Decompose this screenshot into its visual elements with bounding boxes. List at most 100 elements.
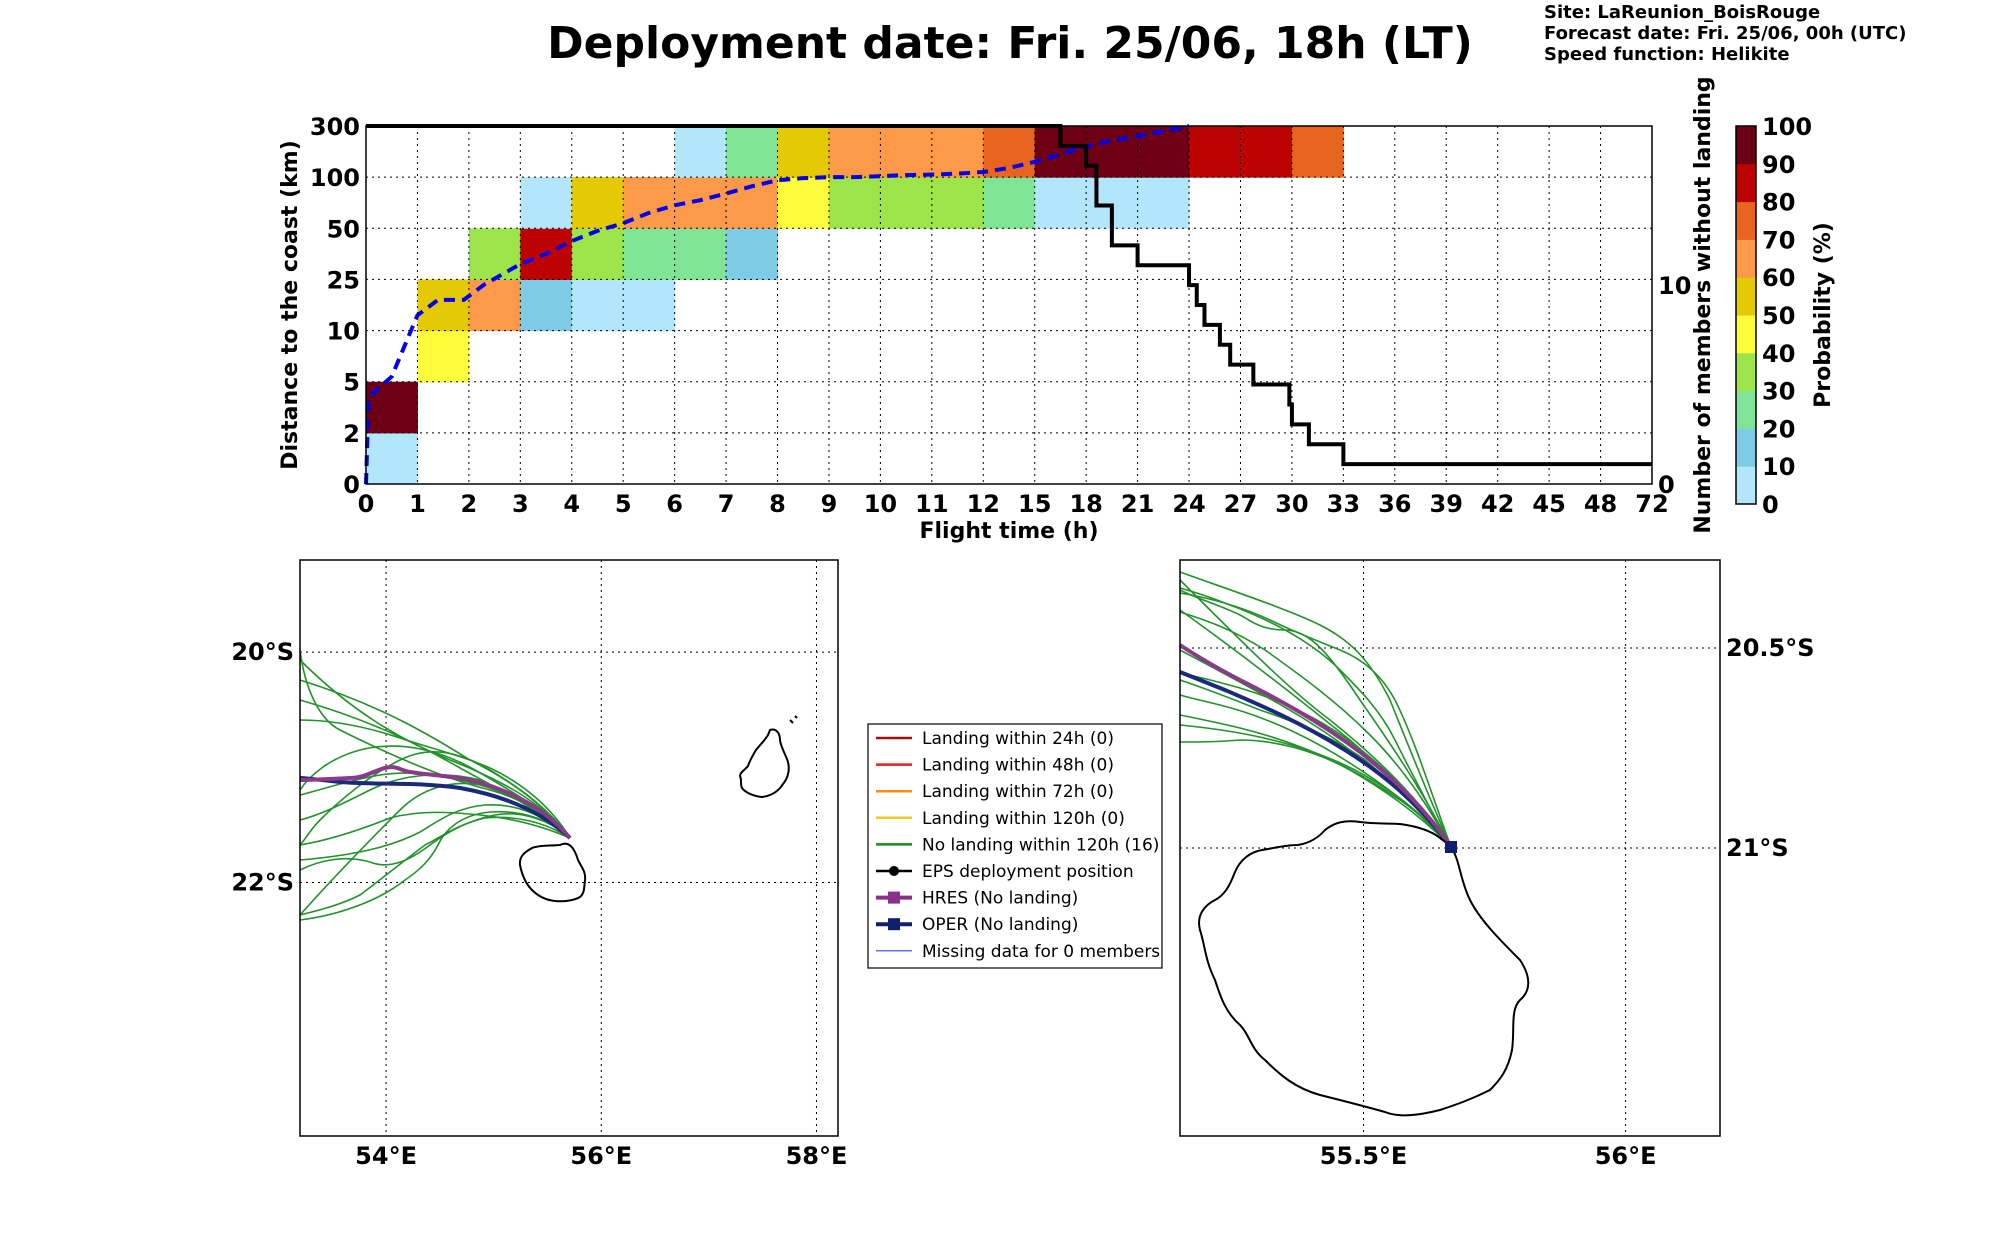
- colorbar-swatch: [1736, 466, 1756, 505]
- x-tick-label: 45: [1532, 490, 1565, 518]
- heatmap-cell: [880, 126, 933, 178]
- colorbar-tick-label: 10: [1762, 453, 1795, 481]
- heatmap-cell: [828, 126, 881, 178]
- site-label: Site: LaReunion_BoisRouge: [1544, 2, 1821, 23]
- colorbar-tick-label: 20: [1762, 415, 1795, 443]
- speed-function-label: Speed function: Helikite: [1544, 44, 1790, 65]
- right-map-y-tick-labels: 20.5°S 21°S: [1726, 634, 1815, 862]
- colorbar-swatch: [1736, 126, 1756, 165]
- y-axis-label: Distance to the coast (km): [278, 140, 303, 470]
- x-tick-label: 36: [1378, 490, 1411, 518]
- right-map-frame: [1179, 559, 1721, 1137]
- colorbar-tick-label: 100: [1762, 113, 1812, 141]
- heatmap-cell: [674, 126, 727, 178]
- oper-trajectory: [1179, 670, 1453, 849]
- x-axis-label: Flight time (h): [919, 519, 1098, 544]
- map-x-tick-label: 55.5°E: [1320, 1142, 1408, 1170]
- heatmap-cell: [468, 228, 521, 280]
- x-tick-label: 24: [1172, 490, 1205, 518]
- colorbar-frame: [1735, 125, 1757, 505]
- map-x-tick-label: 56°E: [570, 1142, 632, 1170]
- left-map-grid: [300, 560, 838, 1136]
- hres-trajectory: [1178, 643, 1453, 849]
- legend-item: Landing within 24h (0): [876, 729, 1114, 749]
- x-tick-label: 3: [512, 490, 529, 518]
- map-x-tick-label: 58°E: [786, 1142, 848, 1170]
- heatmap-cell: [777, 126, 830, 178]
- heatmap-frame: [365, 125, 1653, 485]
- heatmap-cell: [571, 177, 624, 229]
- median-distance-line: [364, 124, 1190, 485]
- map-y-tick-label: 20.5°S: [1726, 634, 1815, 662]
- y-tick-label: 2: [343, 420, 360, 448]
- heatmap-cell: [571, 279, 624, 332]
- members-without-landing-line: [366, 124, 1652, 467]
- heatmap-cell: [777, 177, 830, 229]
- left-map-x-tick-labels: 54°E 56°E 58°E: [355, 1142, 847, 1170]
- legend-marker: [888, 891, 900, 904]
- heatmap-cell: [468, 279, 521, 332]
- x-tick-label: 21: [1121, 490, 1154, 518]
- heatmap-cell: [520, 279, 573, 332]
- legend-item: Landing within 72h (0): [876, 782, 1114, 802]
- ensemble-trajectory: [299, 751, 571, 846]
- info-block: Site: LaReunion_BoisRouge Forecast date:…: [1544, 2, 1907, 65]
- x-tick-label: 2: [461, 490, 478, 518]
- legend-frame: [867, 723, 1163, 969]
- heatmap-cell: [623, 279, 676, 332]
- mauritius-islet: [789, 715, 798, 724]
- legend-label: Landing within 48h (0): [922, 756, 1114, 776]
- legend-label: Landing within 120h (0): [922, 809, 1125, 829]
- colorbar-swatch: [1736, 163, 1756, 203]
- x-tick-label: 4: [563, 490, 580, 518]
- colorbar-tick-label: 40: [1762, 340, 1795, 368]
- heatmap-cell: [1189, 126, 1241, 178]
- heatmap-cell: [726, 228, 779, 280]
- reunion-island-coastline: [1198, 820, 1530, 1117]
- x-tick-label: 12: [967, 490, 1000, 518]
- colorbar-swatch: [1736, 315, 1756, 354]
- legend-item: Landing within 48h (0): [876, 756, 1114, 776]
- right-map: 55.5°E 56°E 20.5°S 21°S: [1178, 559, 1815, 1170]
- heatmap-cell: [520, 177, 573, 229]
- heatmap-cell: [417, 279, 470, 332]
- heatmap-cell: [366, 432, 418, 485]
- map-x-tick-label: 54°E: [355, 1142, 417, 1170]
- x-tick-label: 18: [1069, 490, 1102, 518]
- legend-label: No landing within 120h (16): [922, 835, 1159, 855]
- legend-label: EPS deployment position: [922, 862, 1134, 882]
- legend-item: OPER (No landing): [876, 915, 1078, 935]
- reunion-island-coastline: [518, 842, 587, 903]
- heatmap-cell: [931, 177, 984, 229]
- heatmap-cell: [417, 330, 470, 383]
- heatmap-cell: [983, 177, 1036, 229]
- map-y-tick-label: 21°S: [1726, 834, 1789, 862]
- ensemble-trajectory: [299, 804, 571, 861]
- colorbar-swatch: [1736, 277, 1756, 316]
- right-map-x-tick-labels: 55.5°E 56°E: [1320, 1142, 1657, 1170]
- mauritius-island-coastline: [738, 728, 790, 799]
- ensemble-trajectory: [1179, 724, 1452, 848]
- x-tick-label: 39: [1430, 490, 1463, 518]
- heatmap-cell: [880, 177, 933, 229]
- x-tick-label: 33: [1327, 490, 1360, 518]
- y-tick-label: 5: [343, 369, 360, 397]
- x-tick-label: 5: [615, 490, 632, 518]
- ensemble-trajectory: [299, 816, 571, 916]
- heatmap-cell: [1240, 126, 1293, 178]
- legend-label: Landing within 24h (0): [922, 729, 1114, 749]
- x-tick-label: 8: [769, 490, 786, 518]
- ensemble-trajectory: [299, 811, 571, 846]
- colorbar-tick-label: 0: [1762, 491, 1779, 519]
- x-tick-label: 30: [1275, 490, 1308, 518]
- left-map: 54°E 56°E 58°E 20°S 22°S: [231, 559, 847, 1170]
- legend-item: HRES (No landing): [876, 889, 1078, 909]
- x-tick-label: 1: [409, 490, 426, 518]
- forecast-date-label: Forecast date: Fri. 25/06, 00h (UTC): [1544, 23, 1907, 44]
- x-tick-label: 72: [1635, 490, 1668, 518]
- colorbar-swatch: [1736, 201, 1756, 240]
- ensemble-trajectory: [299, 812, 571, 871]
- x-tick-label: 15: [1018, 490, 1051, 518]
- x-tick-label: 0: [358, 490, 375, 518]
